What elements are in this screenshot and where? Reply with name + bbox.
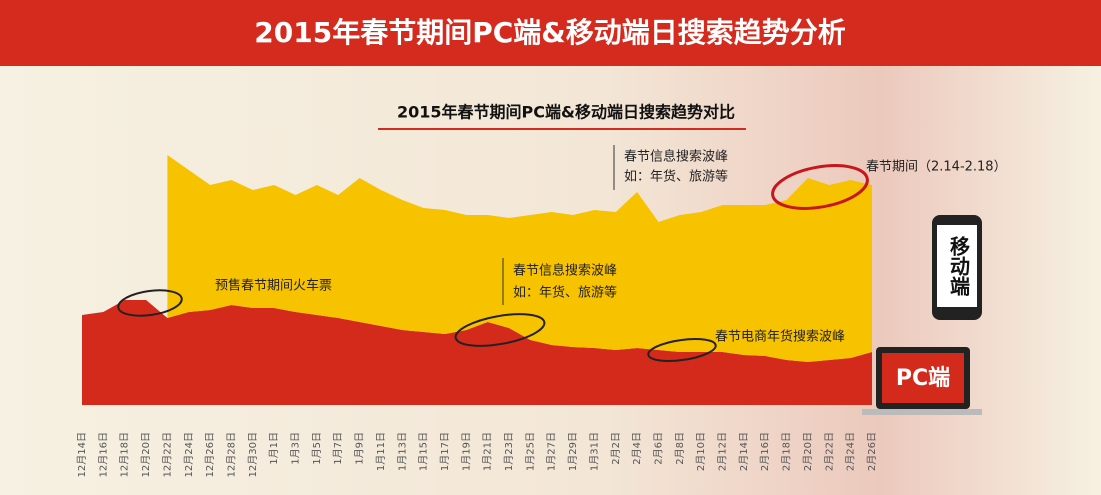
x-tick-label: 12月24日 bbox=[183, 432, 195, 477]
x-tick-label: 12月22日 bbox=[161, 432, 173, 477]
x-tick-label: 1月23日 bbox=[503, 432, 515, 471]
x-tick-label: 1月13日 bbox=[396, 432, 408, 471]
x-tick-label: 12月14日 bbox=[76, 432, 88, 477]
x-tick-label: 2月16日 bbox=[759, 432, 771, 471]
x-tick-label: 1月27日 bbox=[546, 432, 558, 471]
x-tick-label: 2月12日 bbox=[717, 432, 729, 471]
highlight bbox=[454, 313, 546, 347]
annotation: 如：年货、旅游等 bbox=[624, 169, 728, 185]
annotation: 春节电商年货搜索波峰 bbox=[715, 329, 845, 345]
x-tick-label: 12月16日 bbox=[97, 432, 109, 477]
x-tick-label: 2月10日 bbox=[695, 432, 707, 471]
x-tick-label: 2月4日 bbox=[631, 432, 643, 465]
x-tick-label: 1月21日 bbox=[482, 432, 494, 471]
area bbox=[167, 155, 872, 362]
x-tick-label: 1月9日 bbox=[354, 432, 366, 465]
x-tick-label: 1月17日 bbox=[439, 432, 451, 471]
x-tick-label: 1月11日 bbox=[375, 432, 387, 471]
x-tick-label: 2月6日 bbox=[652, 432, 664, 465]
chart-title: 2015年春节期间PC端&移动端日搜索趋势对比 bbox=[397, 103, 735, 122]
x-tick-label: 1月5日 bbox=[311, 432, 323, 465]
highlights bbox=[117, 164, 869, 362]
x-tick-label: 1月7日 bbox=[332, 432, 344, 465]
x-tick-label: 1月1日 bbox=[268, 432, 280, 465]
legend-label: 移动端 bbox=[947, 236, 971, 297]
x-tick-label: 2月8日 bbox=[674, 432, 686, 465]
pointers bbox=[502, 145, 615, 305]
legend-pc: PC端 bbox=[862, 347, 982, 415]
laptop-screen bbox=[882, 353, 964, 403]
header-title: 2015年春节期间PC端&移动端日搜索趋势分析 bbox=[254, 16, 845, 49]
annotation: 如：年货、旅游等 bbox=[513, 285, 617, 301]
x-tick-label: 12月18日 bbox=[119, 432, 131, 477]
annotation: 春节信息搜索波峰 bbox=[513, 263, 617, 279]
x-tick-label: 12月30日 bbox=[247, 432, 259, 477]
annotation: 春节信息搜索波峰 bbox=[624, 149, 728, 165]
x-tick-label: 12月20日 bbox=[140, 432, 152, 477]
plot: 12月14日 12月16日 12月18日 12月20日 12月22日 12月24日 12月2… bbox=[76, 155, 878, 477]
highlight bbox=[647, 338, 717, 362]
annotation: 预售春节期间火车票 bbox=[215, 278, 332, 294]
header-bar bbox=[0, 0, 1101, 66]
x-tick-label: 1月15日 bbox=[418, 432, 430, 471]
x-tick-label: 2月2日 bbox=[610, 432, 622, 465]
x-tick-label: 12月28日 bbox=[225, 432, 237, 477]
x-tick-label: 1月19日 bbox=[460, 432, 472, 471]
highlight bbox=[771, 164, 869, 210]
x-tick-label: 2月24日 bbox=[845, 432, 857, 471]
x-tick-label: 2月18日 bbox=[781, 432, 793, 471]
x-tick-label: 1月25日 bbox=[524, 432, 536, 471]
annotation: 春节期间（2.14-2.18） bbox=[866, 160, 1007, 175]
legend-mobile: 移动端 bbox=[932, 215, 982, 320]
laptop-base bbox=[862, 409, 982, 415]
phone-screen bbox=[937, 225, 977, 307]
area bbox=[82, 300, 872, 405]
legend-label: PC端 bbox=[896, 366, 950, 391]
x-tick-label: 12月26日 bbox=[204, 432, 216, 477]
x-tick-label: 2月20日 bbox=[802, 432, 814, 471]
x-tick-label: 1月3日 bbox=[290, 432, 302, 465]
highlight bbox=[117, 289, 183, 317]
x-tick-label: 2月22日 bbox=[823, 432, 835, 471]
x-tick-label: 1月31日 bbox=[588, 432, 600, 471]
x-tick-label: 2月26日 bbox=[866, 432, 878, 471]
x-tick-label: 1月29日 bbox=[567, 432, 579, 471]
x-tick-label: 2月14日 bbox=[738, 432, 750, 471]
